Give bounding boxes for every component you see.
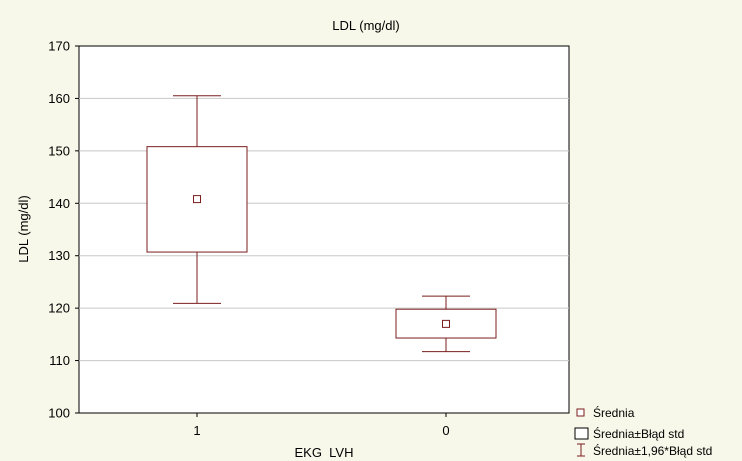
x-tick-label: 1 — [193, 423, 200, 438]
y-tick-label: 150 — [48, 143, 70, 158]
y-tick-label: 120 — [48, 301, 70, 316]
y-tick-label: 130 — [48, 248, 70, 263]
chart-title: LDL (mg/dl) — [332, 18, 399, 33]
y-tick-label: 100 — [48, 406, 70, 421]
y-axis: 100 110 120 130 140 150 160 170 — [48, 39, 79, 421]
legend-label: Średnia — [593, 405, 635, 420]
x-axis-label: EKG LVH — [294, 445, 353, 460]
x-tick-label: 0 — [442, 423, 449, 438]
box-group-1 — [146, 95, 248, 304]
y-tick-label: 170 — [48, 39, 70, 54]
legend-marker-box — [574, 427, 589, 440]
legend: Średnia Średnia±Błąd std Średnia±1,96*Błąd… — [574, 405, 712, 458]
y-tick-label: 160 — [48, 91, 70, 106]
legend-label: Średnia±1,96*Błąd std — [593, 443, 712, 458]
y-tick-label: 110 — [49, 353, 70, 368]
mean-point — [442, 319, 450, 328]
legend-label: Średnia±Błąd std — [593, 426, 684, 441]
mean-point — [193, 195, 201, 204]
boxes — [146, 95, 497, 353]
y-axis-label: LDL (mg/dl) — [16, 195, 31, 262]
box-group-0 — [395, 295, 497, 353]
legend-marker-point — [576, 408, 585, 417]
y-tick-label: 140 — [48, 196, 70, 211]
